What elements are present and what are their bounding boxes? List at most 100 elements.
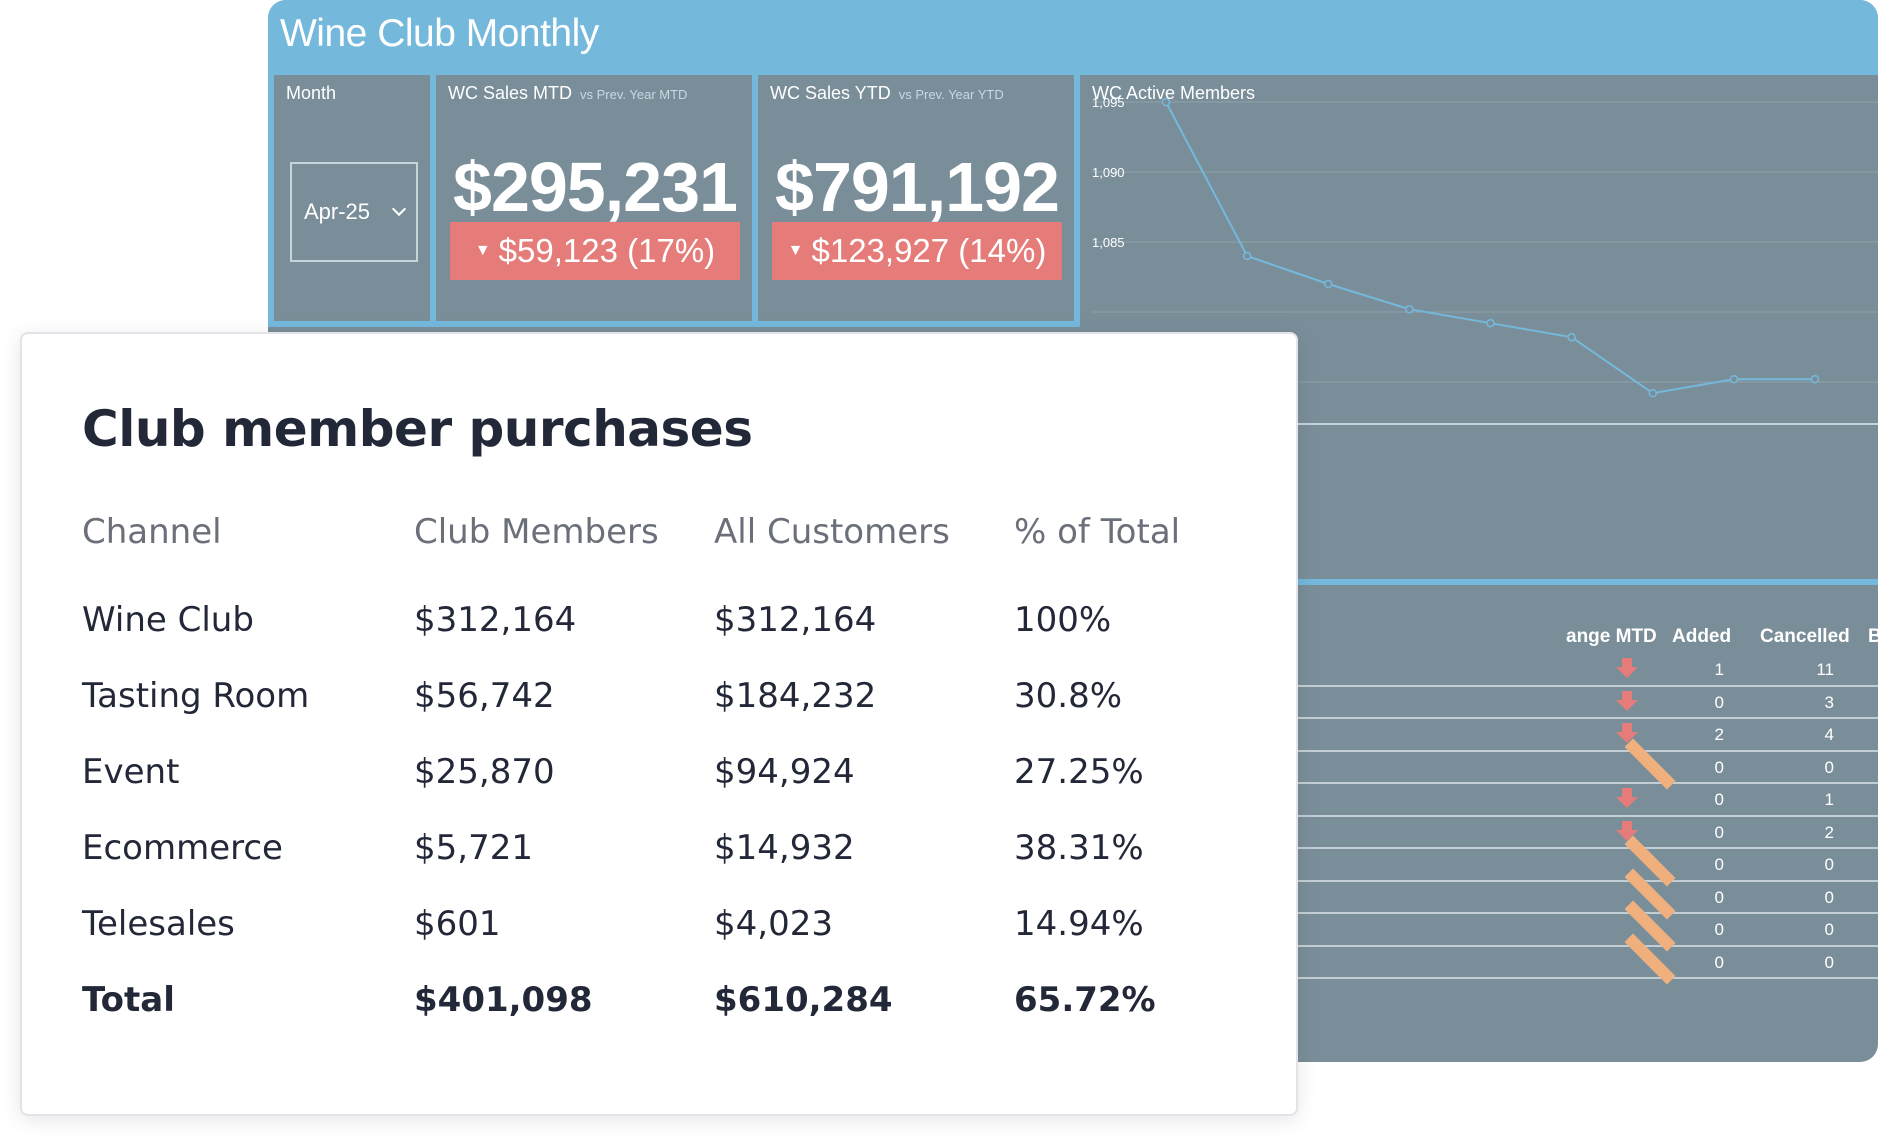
cancelled-cell: 4 <box>1824 725 1834 744</box>
y-tick-label: 1,095 <box>1092 95 1125 110</box>
chevron-down-icon <box>391 201 407 217</box>
table-row: 000 <box>1080 738 1878 789</box>
added-cell: 0 <box>1714 952 1724 972</box>
red-down-arrow-icon <box>1616 658 1638 678</box>
sales-ytd-delta: $123,927 (14%) <box>811 232 1047 269</box>
sales-mtd-subtitle: vs Prev. Year MTD <box>580 87 688 102</box>
month-select[interactable]: Apr-25 <box>290 162 418 262</box>
table-row: Event $25,870 $94,924 27.25% <box>82 752 1262 828</box>
col-club-members: Club Members <box>414 512 659 552</box>
club-cell: $5,721 <box>414 828 533 868</box>
table-row: 000 <box>1080 933 1878 984</box>
membership-table: ange MTD Added Cancelled Begin On Hold M… <box>1080 620 1878 984</box>
sales-ytd-title: WC Sales YTD vs Prev. Year YTD <box>770 83 1004 104</box>
sales-mtd-title-text: WC Sales MTD <box>448 83 573 103</box>
red-down-arrow-icon <box>1616 788 1638 808</box>
club-cell: $312,164 <box>414 600 577 640</box>
sales-ytd-subtitle: vs Prev. Year YTD <box>898 87 1004 102</box>
cancelled-cell: 3 <box>1824 692 1834 712</box>
table-row: Telesales $601 $4,023 14.94% <box>82 904 1262 980</box>
membership-table-body: 11138033243000010026001001000000 <box>1080 654 1878 984</box>
dashboard-title: Wine Club Monthly <box>280 12 599 55</box>
col-added: Added <box>1672 626 1732 647</box>
cancelled-cell: 0 <box>1824 757 1834 777</box>
cancelled-cell: 0 <box>1824 920 1834 939</box>
data-point <box>1405 304 1414 314</box>
sales-ytd-value: $791,192 <box>775 148 1060 226</box>
pct-cell: 30.8% <box>1014 676 1123 716</box>
data-point <box>1324 279 1333 289</box>
sales-mtd-title: WC Sales MTD vs Prev. Year MTD <box>448 83 687 104</box>
channel-cell: Ecommerce <box>82 828 283 868</box>
all-cell: $94,924 <box>714 752 855 792</box>
total-pct: 65.72% <box>1014 980 1156 1020</box>
data-point <box>1486 318 1495 328</box>
table-row: 010 <box>1080 784 1878 817</box>
added-cell: 0 <box>1714 790 1724 809</box>
data-point <box>1567 332 1576 342</box>
red-down-arrow-icon <box>1616 690 1638 711</box>
table-row: Tasting Room $56,742 $184,232 30.8% <box>82 676 1262 752</box>
membership-table-header: ange MTD Added Cancelled Begin On Hold M… <box>1080 620 1878 654</box>
channel-cell: Event <box>82 752 180 792</box>
added-cell: 0 <box>1714 757 1724 777</box>
sales-ytd-title-text: WC Sales YTD <box>770 83 891 103</box>
added-cell: 2 <box>1714 725 1724 744</box>
table-row: 026 <box>1080 817 1878 849</box>
sales-mtd-delta-badge: ▼ $59,123 (17%) <box>450 222 740 280</box>
added-cell: 0 <box>1714 887 1724 907</box>
channel-cell: Tasting Room <box>82 676 310 716</box>
added-cell: 0 <box>1714 692 1724 712</box>
table-row: 11138 <box>1080 654 1878 687</box>
all-cell: $184,232 <box>714 676 877 716</box>
table-row: 001 <box>1080 835 1878 887</box>
col-pct-total: % of Total <box>1014 512 1181 552</box>
red-down-arrow-icon <box>1616 723 1638 743</box>
purchases-table-header: Channel Club Members All Customers % of … <box>82 512 1262 600</box>
total-row: Total $401,098 $610,284 65.72% <box>82 980 1262 1056</box>
card-title: Club member purchases <box>82 400 753 458</box>
total-all: $610,284 <box>714 980 893 1020</box>
club-cell: $56,742 <box>414 676 555 716</box>
club-purchases-card: Club member purchases Channel Club Membe… <box>20 332 1298 1116</box>
club-cell: $25,870 <box>414 752 555 792</box>
data-point <box>1648 388 1657 398</box>
table-row: 001 <box>1080 868 1878 919</box>
added-cell: 0 <box>1714 822 1724 842</box>
month-panel-title: Month <box>286 83 337 103</box>
col-cancelled: Cancelled <box>1760 626 1850 647</box>
month-select-value: Apr-25 <box>304 199 371 224</box>
all-cell: $14,932 <box>714 828 855 868</box>
table-row: 000 <box>1080 900 1878 952</box>
col-channel: Channel <box>82 512 222 552</box>
data-point <box>1242 251 1252 261</box>
added-cell: 0 <box>1714 855 1724 874</box>
purchases-table: Channel Club Members All Customers % of … <box>82 512 1262 1056</box>
table-row: Ecommerce $5,721 $14,932 38.31% <box>82 828 1262 904</box>
total-label: Total <box>82 980 175 1020</box>
cancelled-cell: 0 <box>1824 855 1834 874</box>
col-all-customers: All Customers <box>714 512 950 552</box>
pct-cell: 27.25% <box>1014 752 1144 792</box>
pct-cell: 100% <box>1014 600 1112 640</box>
channel-cell: Telesales <box>82 904 235 944</box>
sales-mtd-value: $295,231 <box>453 148 738 226</box>
sales-ytd-delta-badge: ▼ $123,927 (14%) <box>772 222 1062 280</box>
all-cell: $4,023 <box>714 904 833 944</box>
month-panel: Month Apr-25 <box>268 75 436 327</box>
cancelled-cell: 0 <box>1824 887 1834 907</box>
added-cell: 1 <box>1714 660 1724 679</box>
col-change-mtd: ange MTD <box>1566 626 1657 647</box>
data-point <box>1161 97 1171 107</box>
dashboard-header: Wine Club Monthly <box>268 0 1878 75</box>
data-point <box>1810 374 1820 384</box>
table-row: 033 <box>1080 687 1878 719</box>
data-point <box>1729 374 1739 384</box>
added-cell: 0 <box>1714 920 1724 939</box>
cancelled-cell: 2 <box>1824 822 1834 842</box>
pct-cell: 38.31% <box>1014 828 1144 868</box>
table-row: Wine Club $312,164 $312,164 100% <box>82 600 1262 676</box>
y-tick-label: 1,085 <box>1092 235 1125 250</box>
red-down-arrow-icon <box>1616 820 1638 841</box>
all-cell: $312,164 <box>714 600 877 640</box>
